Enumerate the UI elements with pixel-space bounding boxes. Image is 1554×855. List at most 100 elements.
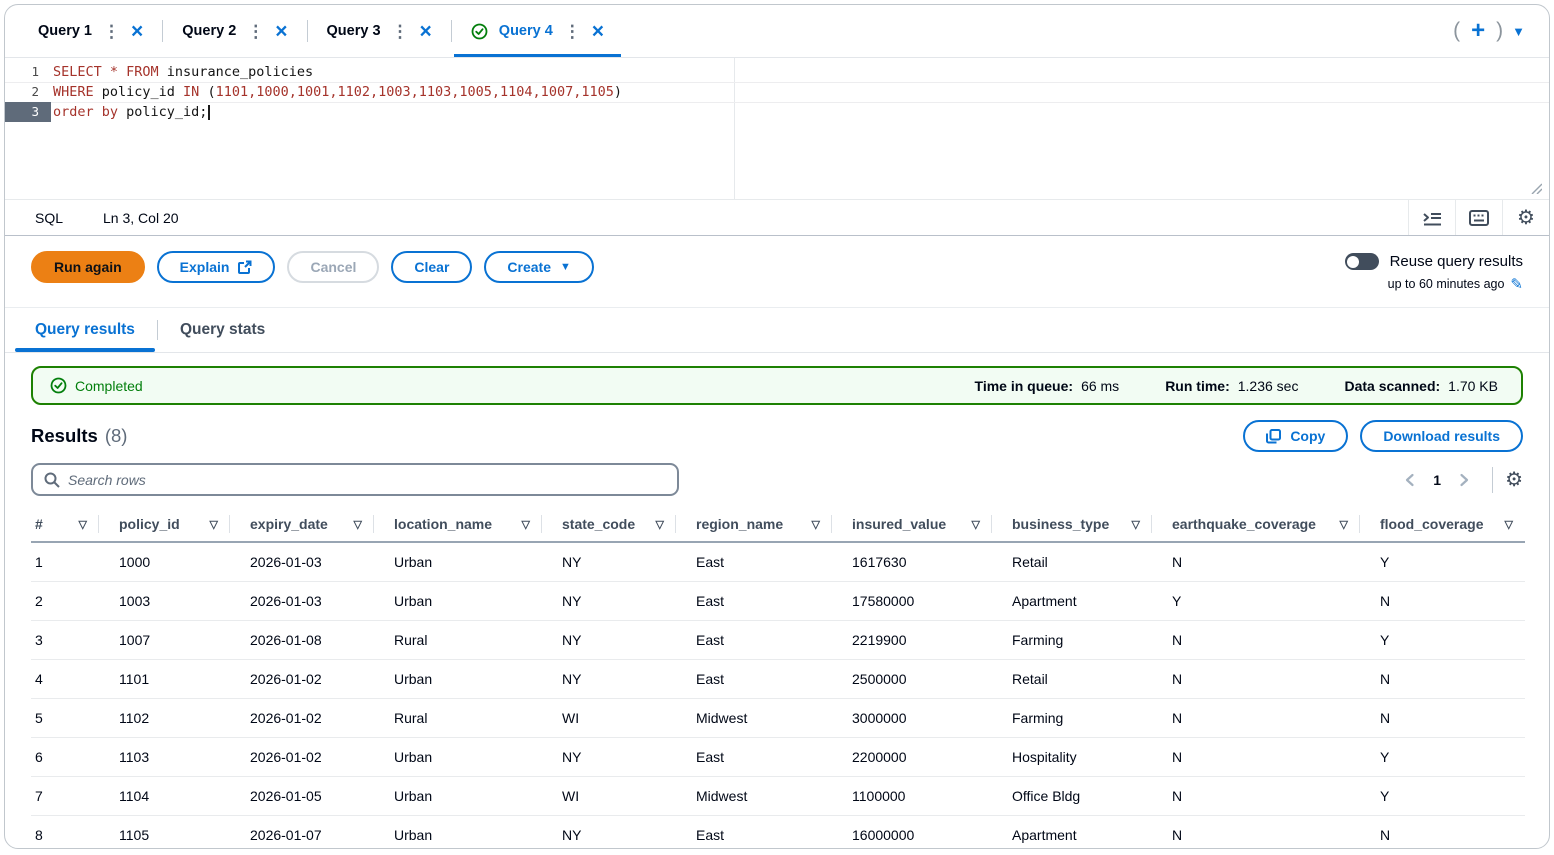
- table-cell: Urban: [374, 581, 542, 621]
- add-query-tab-button[interactable]: +: [1471, 17, 1486, 44]
- column-filter-dropdown-icon[interactable]: ▽: [1504, 518, 1513, 531]
- table-row[interactable]: 8 1105 2026-01-07 Urban NY East 16000000 Apartm…: [31, 815, 1525, 848]
- cursor-position: Ln 3, Col 20: [103, 209, 179, 226]
- table-preferences-gear-icon[interactable]: ⚙: [1505, 468, 1523, 491]
- tab-query-4-active[interactable]: Query 4 ⋮ ×: [452, 5, 623, 57]
- table-cell: Y: [1360, 737, 1525, 777]
- previous-page-icon[interactable]: [1396, 469, 1423, 491]
- close-icon[interactable]: ×: [275, 19, 288, 43]
- code-line-3-active[interactable]: 3 order by policy_id;: [5, 102, 1549, 122]
- column-header-expiry_date: expiry_date ▽: [230, 507, 374, 543]
- column-filter-dropdown-icon[interactable]: ▽: [811, 518, 820, 531]
- column-filter-dropdown-icon[interactable]: ▽: [655, 518, 664, 531]
- table-cell: Y: [1360, 542, 1525, 582]
- explain-button[interactable]: Explain: [156, 251, 276, 283]
- table-cell: East: [676, 659, 832, 699]
- column-filter-dropdown-icon[interactable]: ▽: [1131, 518, 1140, 531]
- table-row[interactable]: 4 1101 2026-01-02 Urban NY East 2500000 Retail N…: [31, 659, 1525, 699]
- table-cell: Hospitality: [992, 737, 1152, 777]
- close-icon[interactable]: ×: [591, 19, 605, 43]
- table-cell: NY: [542, 581, 676, 621]
- tab-query-2[interactable]: Query 2 ⋮ ×: [163, 5, 306, 57]
- search-box[interactable]: [31, 463, 679, 496]
- table-cell: NY: [542, 542, 676, 582]
- table-cell: 2026-01-08: [230, 620, 374, 660]
- table-row[interactable]: 2 1003 2026-01-03 Urban NY East 17580000 Apartm…: [31, 581, 1525, 621]
- column-filter-dropdown-icon[interactable]: ▽: [971, 518, 980, 531]
- reuse-query-results-control: Reuse query results up to 60 minutes ago…: [1344, 251, 1523, 293]
- format-query-button[interactable]: [1408, 200, 1455, 235]
- table-row[interactable]: 6 1103 2026-01-02 Urban NY East 2200000 Hospita…: [31, 737, 1525, 777]
- table-row[interactable]: 7 1104 2026-01-05 Urban WI Midwest 1100000 Offi…: [31, 776, 1525, 816]
- tab-query-stats[interactable]: Query stats: [179, 321, 266, 338]
- table-cell: 2026-01-02: [230, 659, 374, 699]
- line-number-active: 3: [5, 102, 51, 122]
- completed-check-icon: [50, 377, 67, 394]
- table-cell: 1102: [99, 698, 230, 738]
- column-label: location_name: [394, 516, 493, 532]
- table-cell: Urban: [374, 659, 542, 699]
- tab-divider: [162, 20, 164, 42]
- table-row[interactable]: 5 1102 2026-01-02 Rural WI Midwest 3000000 Farm…: [31, 698, 1525, 738]
- column-filter-dropdown-icon[interactable]: ▽: [1339, 518, 1348, 531]
- sql-punctuation: ): [613, 84, 622, 100]
- keyboard-shortcuts-button[interactable]: [1455, 200, 1502, 235]
- language-indicator[interactable]: SQL: [35, 209, 64, 226]
- copy-button[interactable]: Copy: [1243, 420, 1349, 452]
- close-icon[interactable]: ×: [131, 19, 144, 43]
- table-cell: Y: [1360, 776, 1525, 816]
- table-cell: N: [1152, 698, 1360, 738]
- current-page-number[interactable]: 1: [1433, 471, 1442, 488]
- clear-button[interactable]: Clear: [391, 251, 473, 283]
- kebab-menu-icon[interactable]: ⋮: [103, 21, 120, 41]
- table-cell: Retail: [992, 542, 1152, 582]
- line-number: 2: [31, 84, 39, 99]
- table-cell: WI: [542, 776, 676, 816]
- table-header-row: # ▽ policy_id ▽ expiry_date ▽ location_name ▽ st…: [31, 507, 1525, 543]
- tab-query-1[interactable]: Query 1 ⋮ ×: [19, 5, 162, 57]
- edit-pencil-icon[interactable]: ✎: [1510, 276, 1523, 293]
- decorative-paren: (: [1453, 19, 1461, 42]
- tab-label: Query 2: [182, 23, 237, 39]
- table-cell: 17580000: [832, 581, 992, 621]
- create-button[interactable]: Create ▼: [484, 251, 594, 283]
- table-cell: Rural: [374, 698, 542, 738]
- kebab-menu-icon[interactable]: ⋮: [391, 21, 409, 41]
- close-icon[interactable]: ×: [419, 19, 432, 43]
- table-row[interactable]: 3 1007 2026-01-08 Rural NY East 2219900 Farming…: [31, 620, 1525, 660]
- table-cell: 1100000: [832, 776, 992, 816]
- run-again-button[interactable]: Run again: [31, 251, 145, 283]
- column-filter-dropdown-icon[interactable]: ▽: [521, 518, 530, 531]
- table-cell: Midwest: [676, 776, 832, 816]
- sql-editor[interactable]: 1 SELECT * FROM insurance_policies 2 WHE…: [5, 58, 1549, 200]
- reuse-results-label: Reuse query results: [1389, 253, 1523, 270]
- column-filter-dropdown-icon[interactable]: ▽: [209, 518, 218, 531]
- download-results-button[interactable]: Download results: [1360, 420, 1523, 452]
- editor-settings-gear-icon[interactable]: ⚙: [1502, 200, 1549, 235]
- code-line-1[interactable]: 1 SELECT * FROM insurance_policies: [5, 62, 1549, 82]
- code-line-2[interactable]: 2 WHERE policy_id IN (1101,1000,1001,110…: [5, 82, 1549, 102]
- text-cursor: [208, 104, 210, 120]
- table-cell: 2: [31, 581, 99, 621]
- table-cell: N: [1152, 542, 1360, 582]
- column-filter-dropdown-icon[interactable]: ▽: [78, 518, 87, 531]
- table-cell: 6: [31, 737, 99, 777]
- search-rows-input[interactable]: [68, 471, 666, 488]
- cancel-button[interactable]: Cancel: [287, 251, 380, 283]
- table-cell: 2026-01-02: [230, 737, 374, 777]
- table-row[interactable]: 1 1000 2026-01-03 Urban NY East 1617630 Retail N…: [31, 542, 1525, 582]
- reuse-results-toggle[interactable]: [1344, 253, 1379, 270]
- table-cell: WI: [542, 698, 676, 738]
- tab-list-dropdown-icon[interactable]: ▼: [1512, 23, 1525, 39]
- column-label: region_name: [696, 516, 784, 532]
- column-label: policy_id: [119, 516, 180, 532]
- next-page-icon[interactable]: [1451, 469, 1478, 491]
- kebab-menu-icon[interactable]: ⋮: [247, 21, 265, 41]
- kebab-menu-icon[interactable]: ⋮: [563, 21, 581, 41]
- editor-gridline: [5, 82, 1549, 83]
- tab-query-results[interactable]: Query results: [13, 308, 157, 352]
- editor-resize-handle[interactable]: [1528, 180, 1542, 194]
- table-cell: 3: [31, 620, 99, 660]
- tab-query-3[interactable]: Query 3 ⋮ ×: [308, 5, 451, 57]
- column-filter-dropdown-icon[interactable]: ▽: [353, 518, 362, 531]
